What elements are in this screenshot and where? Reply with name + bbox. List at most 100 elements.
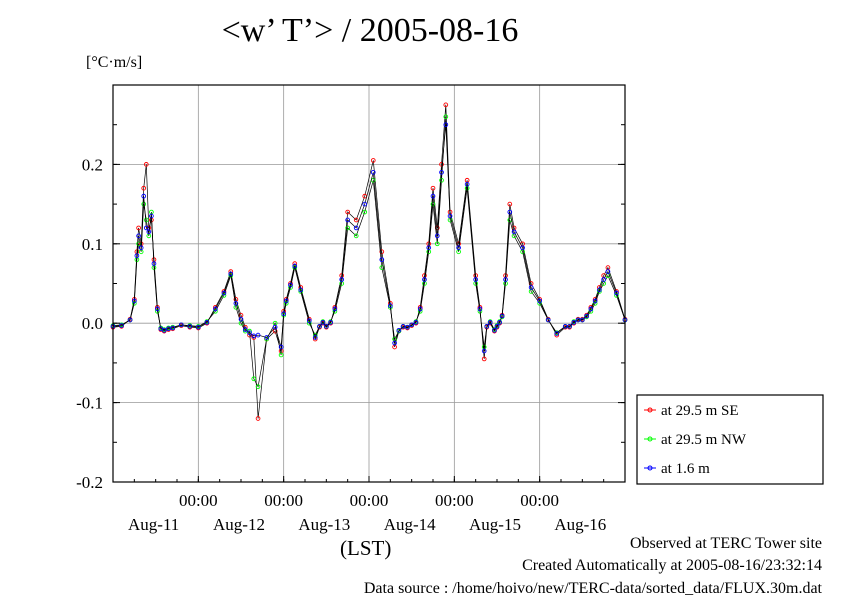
series-point bbox=[400, 324, 406, 329]
series-point bbox=[143, 217, 149, 223]
series-point bbox=[136, 233, 141, 239]
y-tick-label: -0.1 bbox=[76, 394, 103, 413]
series-point bbox=[298, 287, 304, 293]
x-tick-label: 00:00 bbox=[435, 491, 474, 510]
series-point bbox=[288, 282, 293, 288]
series-point bbox=[447, 213, 453, 219]
series-point bbox=[473, 277, 479, 282]
series-point bbox=[362, 209, 368, 215]
series-point bbox=[571, 320, 577, 325]
series-point bbox=[430, 193, 436, 199]
series-point bbox=[345, 209, 351, 215]
x-tick-label: 00:00 bbox=[264, 491, 303, 510]
series-point bbox=[439, 177, 444, 183]
series-point bbox=[264, 335, 269, 340]
series-point bbox=[562, 324, 568, 329]
series-point bbox=[151, 261, 157, 266]
series-point bbox=[494, 324, 500, 329]
series-point bbox=[312, 335, 318, 340]
series-point bbox=[339, 277, 345, 282]
series-point bbox=[443, 102, 449, 108]
series-point bbox=[141, 193, 147, 199]
legend-box bbox=[636, 394, 824, 485]
x-day-label: Aug-14 bbox=[384, 515, 436, 534]
legend-swatch-marker bbox=[647, 407, 653, 413]
series-point bbox=[597, 287, 602, 293]
y-tick-label: 0.0 bbox=[82, 314, 103, 333]
series-point bbox=[545, 317, 551, 323]
series-point bbox=[255, 416, 261, 421]
series-point bbox=[567, 324, 572, 329]
x-day-label: Aug-12 bbox=[213, 515, 265, 534]
series-point bbox=[588, 306, 594, 312]
series-point bbox=[353, 217, 359, 223]
series-point bbox=[323, 324, 329, 329]
series-point bbox=[528, 285, 534, 290]
series-point bbox=[537, 298, 543, 304]
series-point bbox=[507, 209, 513, 215]
series-point bbox=[251, 333, 257, 339]
y-tick-label: 0.2 bbox=[82, 155, 103, 174]
series-point bbox=[484, 324, 490, 329]
series-point bbox=[127, 317, 133, 323]
footer-source: Data source : /home/hoivo/new/TERC-data/… bbox=[363, 580, 822, 597]
series-point bbox=[439, 162, 444, 167]
series-point bbox=[292, 265, 298, 270]
series-point bbox=[443, 122, 449, 128]
series-point bbox=[213, 306, 218, 312]
series-point bbox=[575, 317, 581, 323]
series-point bbox=[141, 185, 147, 191]
series-point bbox=[278, 344, 284, 350]
x-axis-unit: (LST) bbox=[340, 536, 392, 560]
series-point bbox=[136, 225, 141, 231]
series-point bbox=[396, 327, 402, 333]
x-day-label: Aug-15 bbox=[469, 515, 521, 534]
series-point bbox=[511, 229, 517, 235]
x-day-label: Aug-16 bbox=[554, 515, 606, 534]
chart-title: <w’ T’> / 2005-08-16 bbox=[221, 12, 519, 49]
footer-created: Created Automatically at 2005-08-16/23:3… bbox=[522, 557, 822, 574]
series-point bbox=[430, 185, 436, 191]
series-point bbox=[238, 316, 244, 322]
series-point bbox=[409, 322, 415, 328]
series-point bbox=[492, 327, 497, 333]
series-point bbox=[228, 271, 234, 277]
x-tick-label: 00:00 bbox=[350, 491, 389, 510]
footer-site: Observed at TERC Tower site bbox=[629, 535, 822, 552]
series-point bbox=[413, 320, 419, 325]
series-point bbox=[439, 169, 444, 175]
series-point bbox=[242, 327, 248, 332]
series-point bbox=[426, 245, 432, 251]
series-point bbox=[138, 245, 144, 251]
series-point bbox=[584, 313, 589, 319]
series-point bbox=[251, 376, 257, 382]
series-point bbox=[601, 277, 607, 282]
series-point bbox=[292, 263, 298, 269]
series-point bbox=[119, 323, 124, 328]
series-point bbox=[272, 324, 278, 330]
series-point bbox=[320, 320, 326, 325]
series-point bbox=[143, 162, 149, 167]
series-point bbox=[481, 348, 487, 354]
series-point bbox=[481, 356, 487, 362]
series-point bbox=[161, 327, 167, 333]
series-point bbox=[443, 114, 449, 120]
grid bbox=[113, 85, 625, 483]
series-point bbox=[370, 169, 376, 175]
series-point bbox=[278, 352, 284, 358]
legend-swatch-marker bbox=[647, 465, 653, 471]
series-point bbox=[345, 217, 351, 223]
series-point bbox=[430, 201, 436, 207]
legend-swatch-marker bbox=[647, 436, 653, 442]
series-point bbox=[170, 325, 176, 331]
series-point bbox=[499, 313, 505, 319]
series-point bbox=[487, 320, 493, 325]
series-point bbox=[405, 324, 410, 330]
series-point bbox=[178, 322, 184, 328]
series-point bbox=[345, 225, 351, 231]
series-point bbox=[434, 233, 440, 239]
series-point bbox=[520, 245, 525, 251]
series-point bbox=[417, 306, 423, 312]
series-point bbox=[146, 229, 152, 235]
